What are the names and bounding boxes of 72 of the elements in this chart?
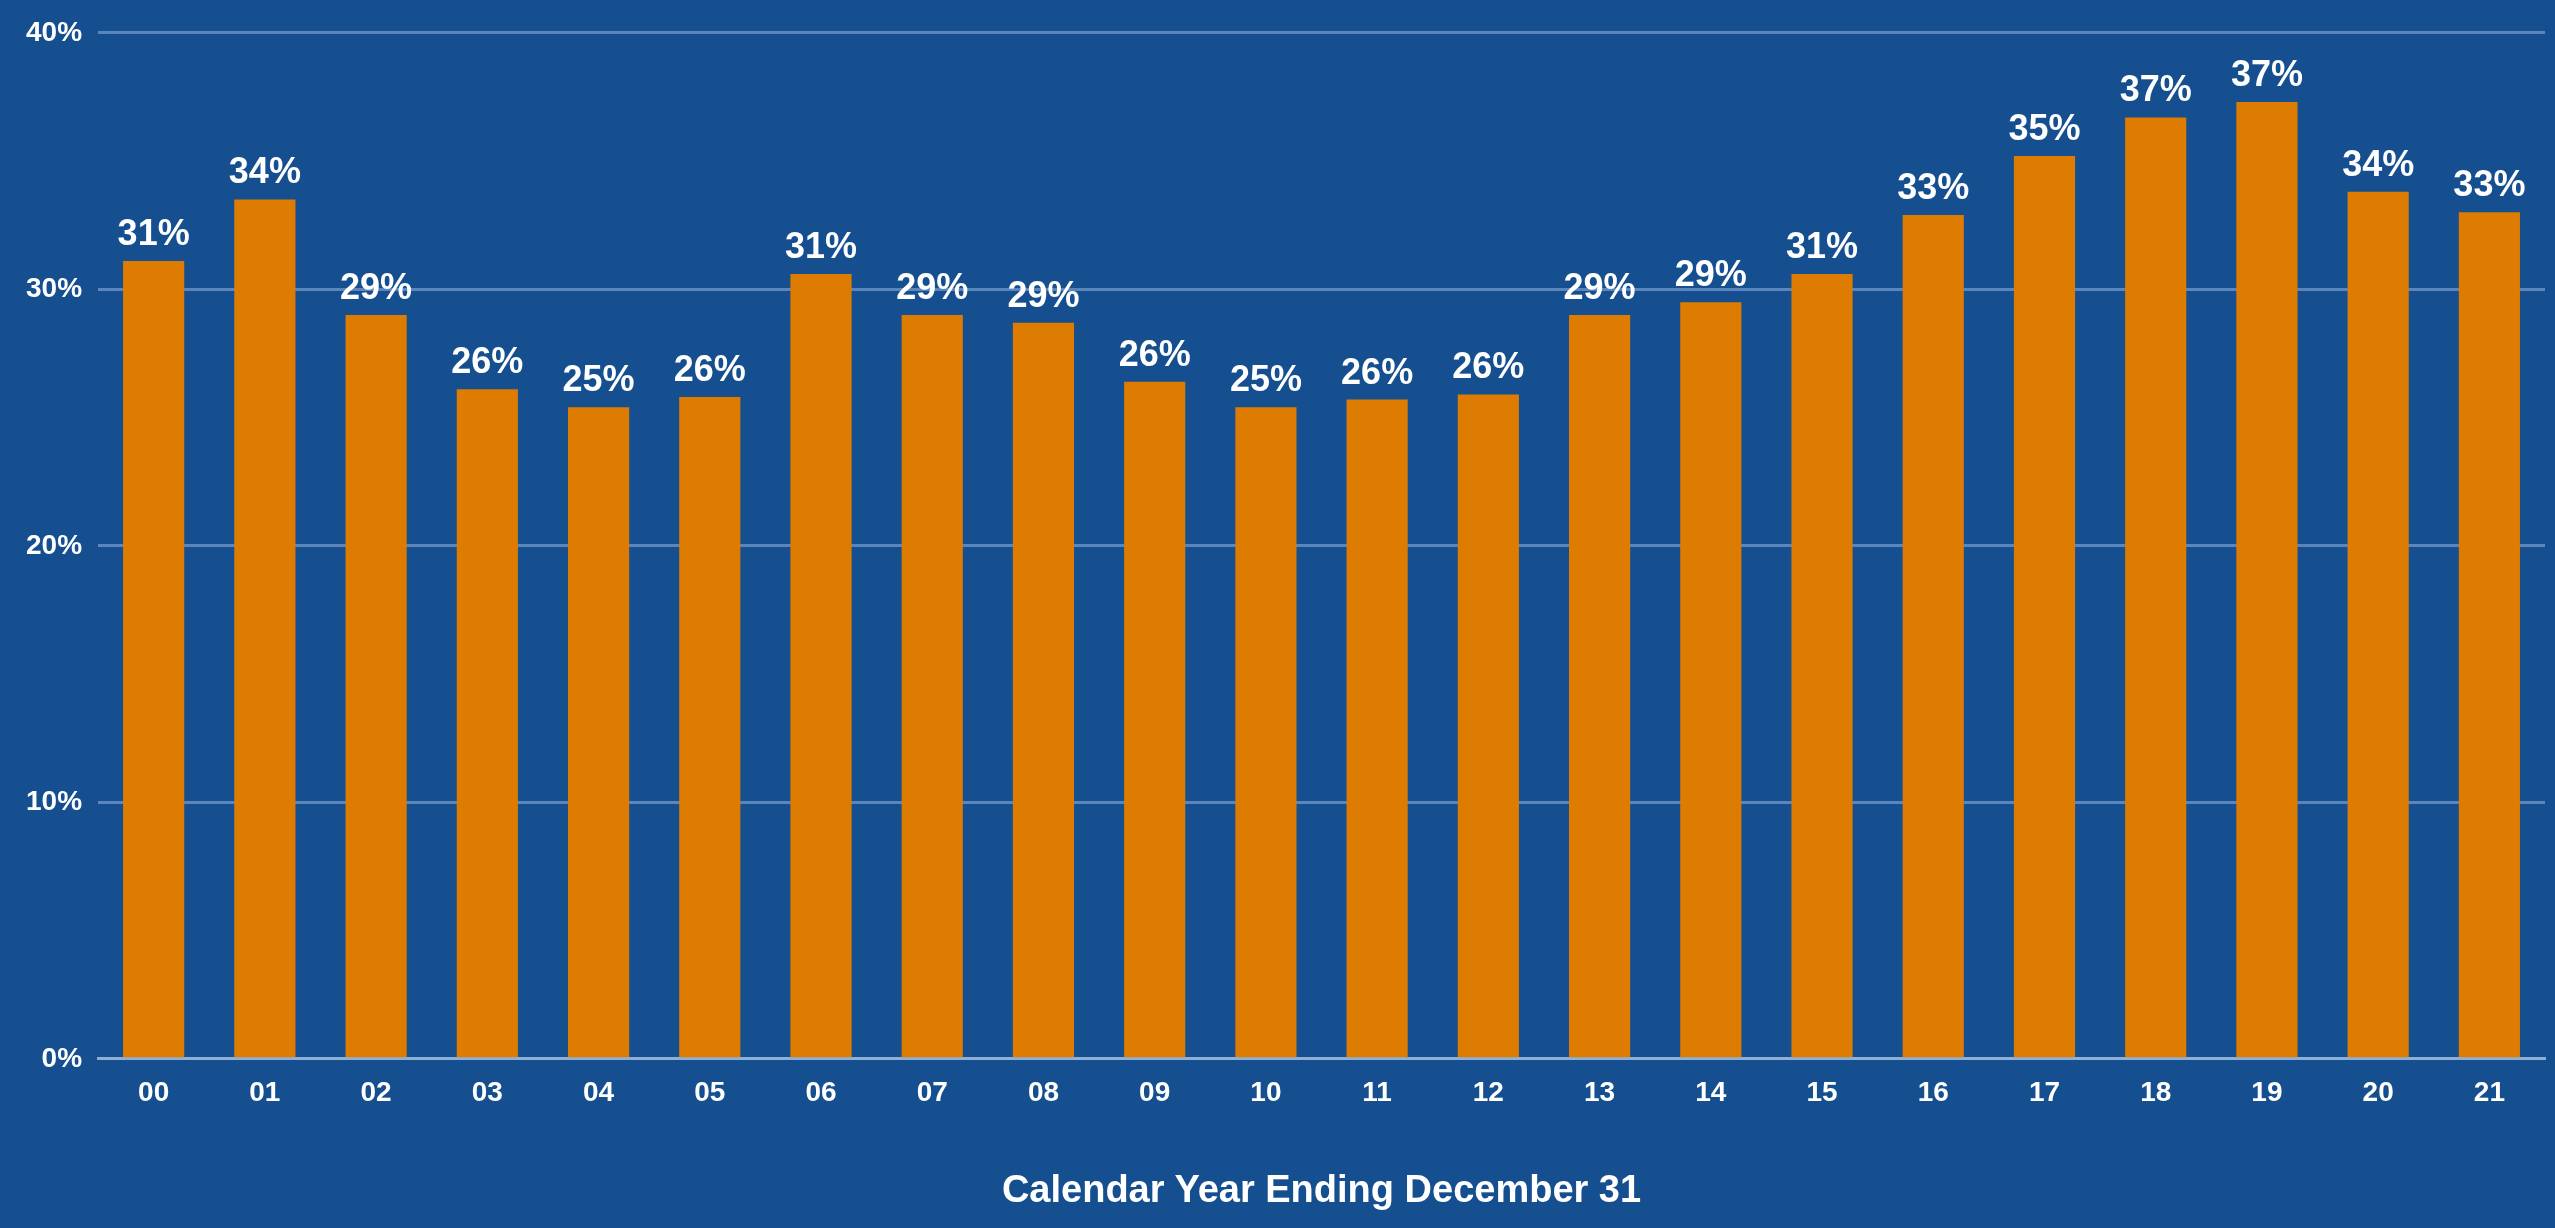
data-label: 29% [340, 265, 413, 307]
bar [2013, 155, 2076, 1058]
x-tick-label: 17 [2028, 1076, 2061, 1108]
data-label: 35% [2008, 106, 2081, 148]
data-label: 26% [1118, 332, 1191, 374]
data-label: 33% [2453, 163, 2526, 205]
bar [1012, 322, 1075, 1058]
bar [1680, 302, 1742, 1058]
x-tick-label: 16 [1917, 1076, 1949, 1108]
x-tick-label: 05 [694, 1076, 726, 1108]
x-axis-title: Calendar Year Ending December 31 [1001, 1167, 1642, 1210]
x-tick-label: 08 [1027, 1076, 1060, 1108]
data-label: 29% [1674, 253, 1747, 295]
bar [1346, 399, 1408, 1058]
data-label: 33% [1897, 165, 1970, 207]
data-label: 29% [1563, 265, 1636, 307]
x-tick-label: 20 [2362, 1076, 2394, 1108]
bar [345, 314, 407, 1058]
x-tick-label: 15 [1806, 1076, 1838, 1108]
bar [1124, 381, 1186, 1058]
x-tick-label: 00 [138, 1076, 170, 1108]
bar [2347, 191, 2409, 1058]
x-tick-label: 11 [1362, 1076, 1392, 1108]
x-tick-label: 07 [916, 1076, 948, 1108]
data-label: 26% [1341, 350, 1414, 392]
data-label: 26% [673, 347, 746, 389]
y-tick-label: 10% [25, 785, 83, 817]
y-tick-label: 40% [25, 15, 83, 47]
x-tick-label: 21 [2473, 1076, 2505, 1108]
bar [1457, 394, 1519, 1058]
x-tick-label: 18 [2140, 1076, 2172, 1108]
data-label: 37% [2119, 68, 2192, 110]
data-label: 25% [562, 358, 635, 400]
data-label: 31% [117, 212, 190, 254]
x-tick-label: 03 [471, 1076, 503, 1108]
bar [456, 389, 518, 1058]
data-label: 37% [2230, 52, 2303, 94]
x-tick-label: 10 [1250, 1076, 1282, 1108]
bar [1902, 214, 1964, 1058]
x-tick-label: 04 [582, 1076, 615, 1108]
bar [2458, 212, 2520, 1058]
x-tick-label: 02 [360, 1076, 392, 1108]
x-tick-label: 14 [1695, 1076, 1727, 1108]
bar [567, 407, 630, 1058]
x-tick-label: 12 [1472, 1076, 1504, 1108]
x-tick-label: 01 [249, 1076, 281, 1108]
data-label: 31% [1786, 224, 1859, 266]
bar [234, 199, 296, 1058]
bar [2236, 102, 2298, 1058]
data-label: 26% [451, 340, 524, 382]
data-label: 26% [1452, 345, 1525, 387]
y-tick-label: 30% [25, 272, 83, 304]
bar [1569, 314, 1631, 1058]
data-label: 29% [1007, 273, 1080, 315]
x-tick-label: 19 [2251, 1076, 2283, 1108]
bar [901, 314, 963, 1058]
x-tick-label: 06 [805, 1076, 837, 1108]
data-label: 34% [2342, 142, 2415, 184]
data-label: 25% [1229, 358, 1302, 400]
bar [679, 397, 741, 1058]
y-tick-label: 0% [41, 1041, 83, 1073]
bar [2125, 117, 2187, 1058]
bar [1791, 273, 1853, 1058]
data-label: 29% [896, 265, 969, 307]
bar [1235, 407, 1297, 1058]
x-tick-label: 13 [1584, 1076, 1616, 1108]
x-tick-label: 09 [1139, 1076, 1171, 1108]
bar [790, 273, 852, 1058]
data-label: 31% [784, 224, 858, 266]
data-label: 34% [228, 150, 301, 192]
y-tick-label: 20% [25, 528, 83, 560]
bar [123, 261, 185, 1058]
